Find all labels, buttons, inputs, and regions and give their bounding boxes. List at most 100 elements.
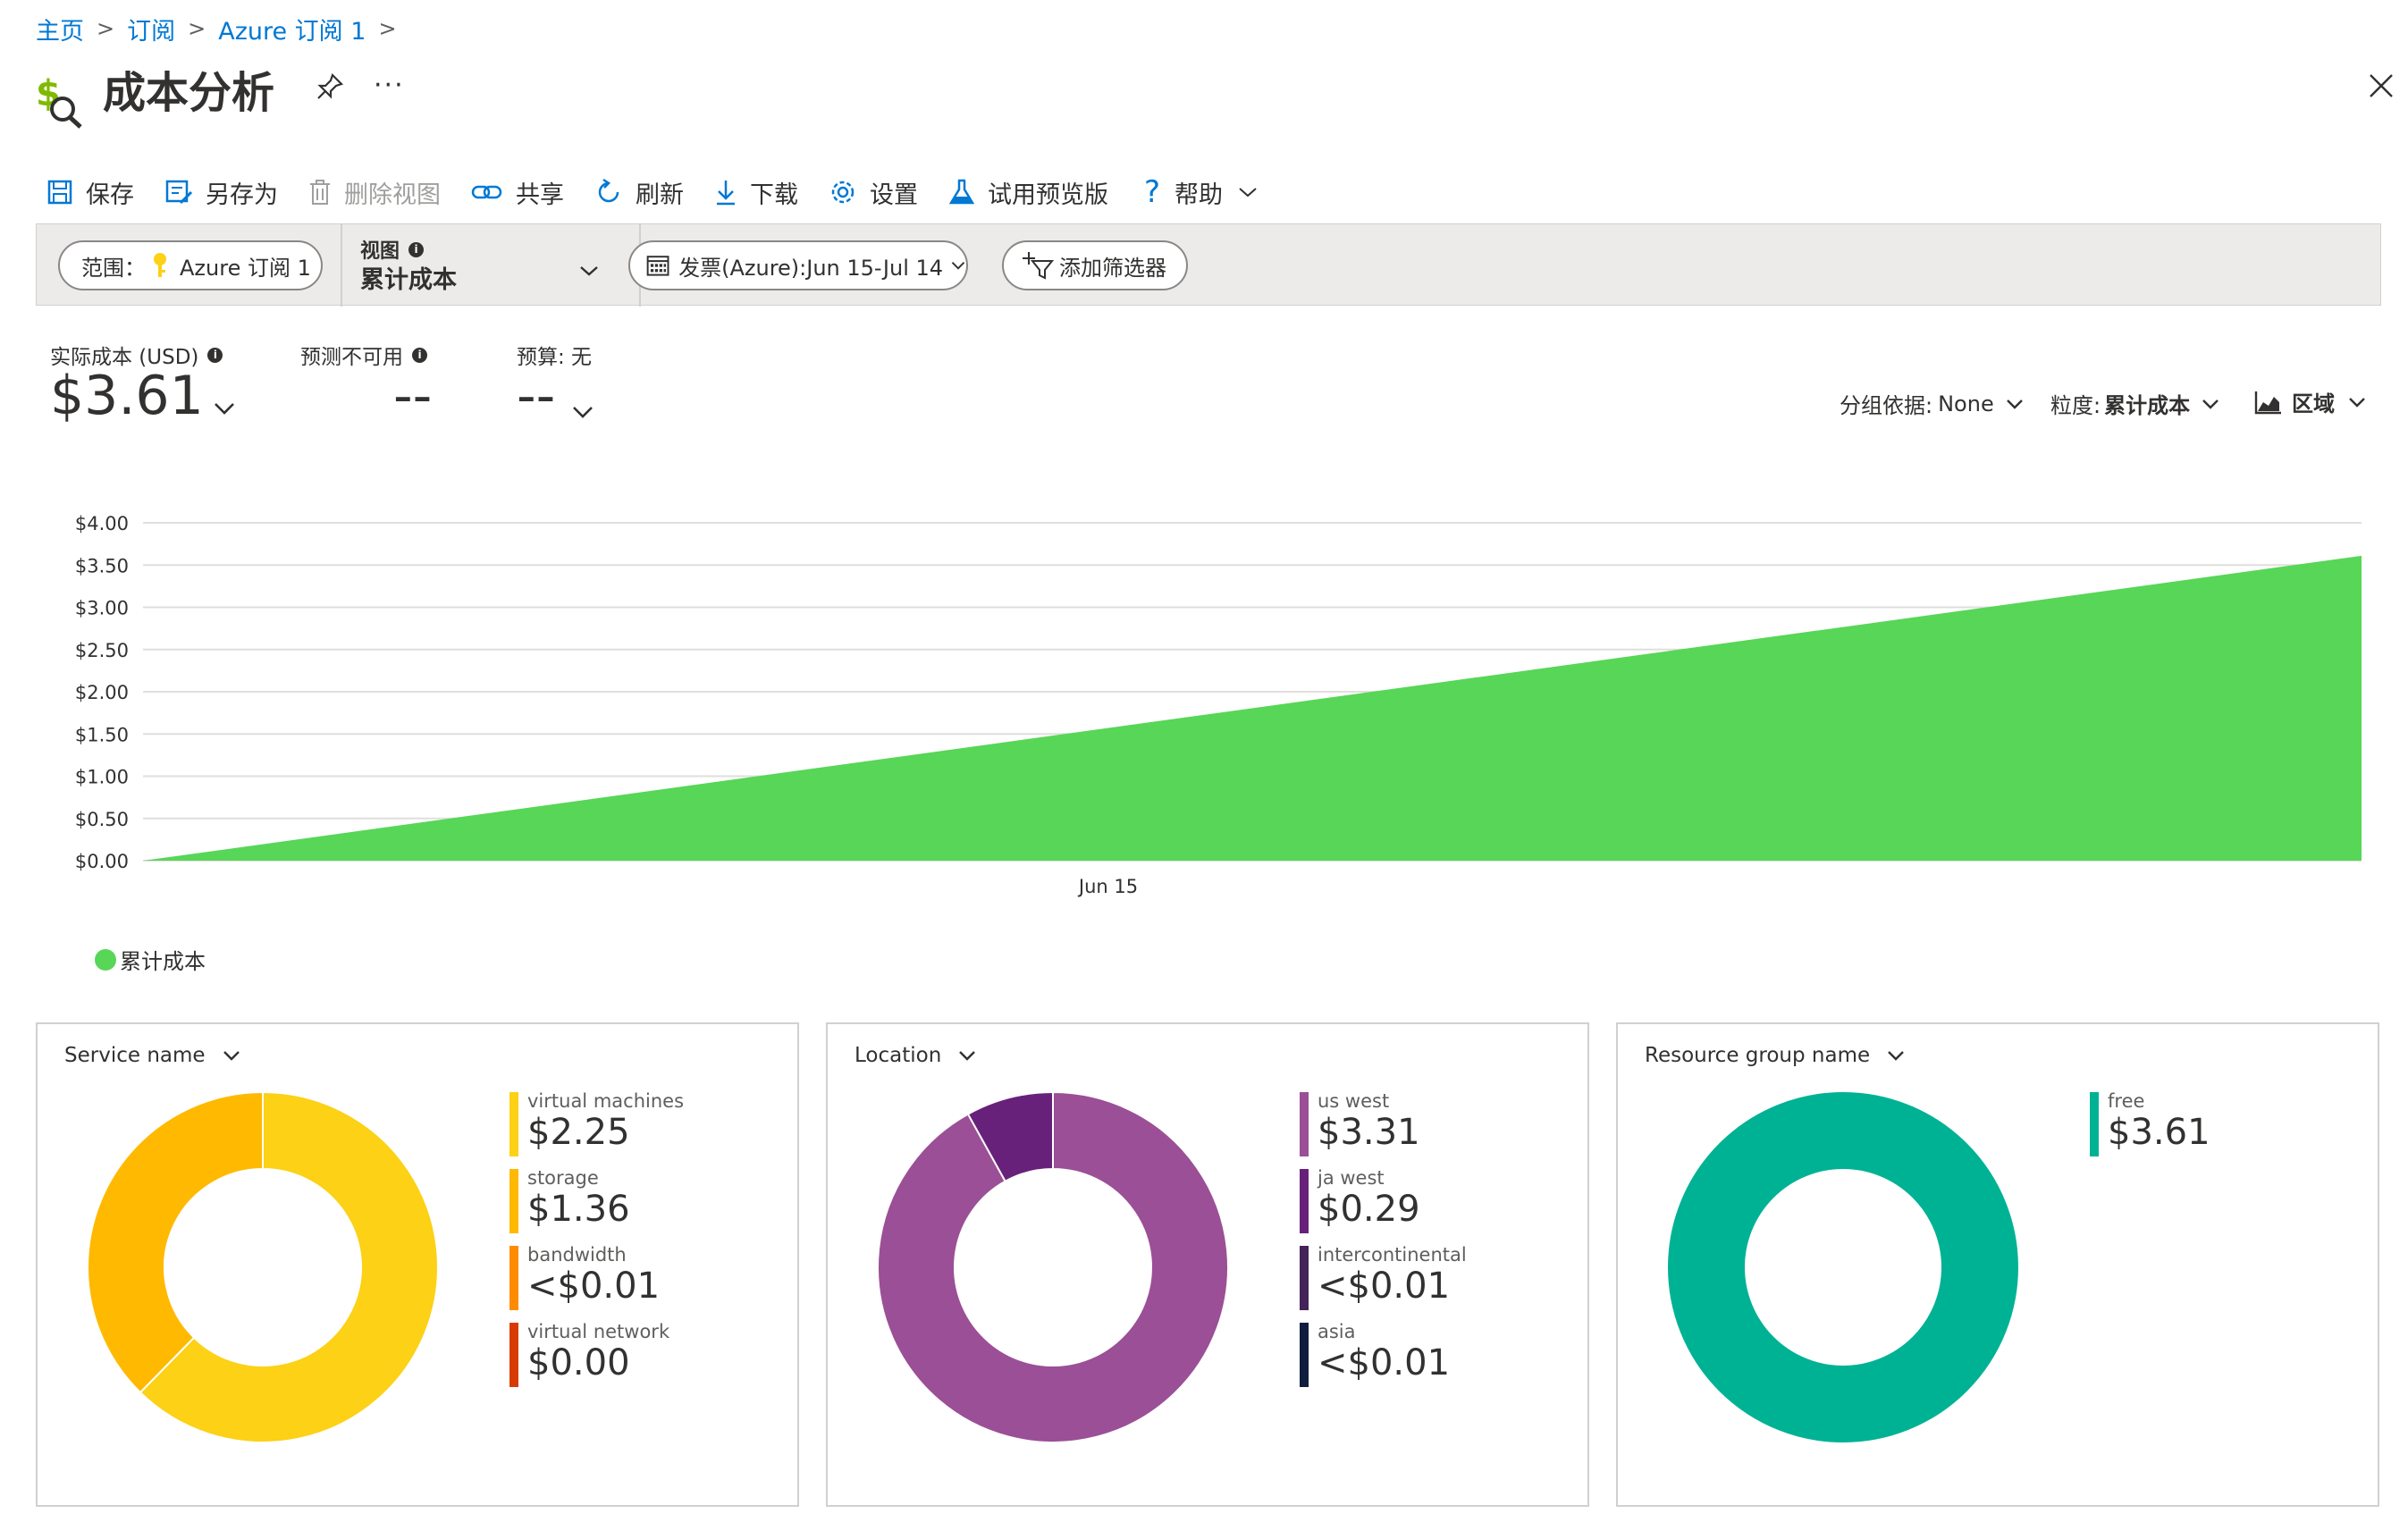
legend-item-value: <$0.01 <box>1318 1342 1451 1383</box>
area-chart-icon <box>2254 391 2281 414</box>
legend-item-name: virtual network <box>527 1321 670 1342</box>
budget-value-row[interactable]: -- <box>517 365 594 427</box>
settings-button[interactable]: 设置 <box>829 175 918 210</box>
legend-item-value: <$0.01 <box>527 1266 661 1307</box>
chart-type-dropdown[interactable]: 区域 <box>2254 386 2367 417</box>
legend-item-name: bandwidth <box>527 1244 627 1266</box>
try-preview-button[interactable]: 试用预览版 <box>948 175 1108 210</box>
view-selector[interactable]: 视图 i 累计成本 <box>341 224 641 307</box>
view-value: 累计成本 <box>360 266 457 294</box>
download-button[interactable]: 下载 <box>714 175 798 210</box>
donut-slice[interactable] <box>87 1090 264 1394</box>
actual-cost-value-row[interactable]: $3.61 <box>50 365 236 427</box>
download-icon <box>717 181 735 206</box>
legend-item-name: ja west <box>1318 1167 1385 1189</box>
chart-type-value: 区域 <box>2292 391 2335 416</box>
location-legend: us west $3.31 ja west $0.29 intercontinental… <box>1300 1090 1467 1398</box>
budget-label: 预算: 无 <box>517 346 593 369</box>
chevron-right-icon: > <box>378 16 397 41</box>
card-header-label: Location <box>855 1044 942 1067</box>
download-label: 下载 <box>750 181 798 209</box>
help-button[interactable]: ? 帮助 <box>1139 174 1271 210</box>
share-button[interactable]: 共享 <box>471 175 564 210</box>
y-tick-label: $2.50 <box>75 640 129 661</box>
donut-slice[interactable] <box>139 1090 439 1443</box>
legend-item[interactable]: storage $1.36 <box>509 1167 684 1244</box>
y-tick-label: $0.50 <box>75 809 129 830</box>
key-icon <box>154 253 166 277</box>
legend-item[interactable]: asia <$0.01 <box>1300 1321 1467 1398</box>
chevron-down-icon <box>580 266 598 276</box>
legend-item[interactable]: intercontinental <$0.01 <box>1300 1244 1467 1321</box>
legend-color-bar <box>1300 1246 1309 1310</box>
breadcrumb-subscription[interactable]: Azure 订阅 1 <box>218 17 366 46</box>
add-filter-label: 添加筛选器 <box>1059 255 1166 281</box>
granularity-dropdown[interactable]: 粒度: 累计成本 <box>2050 388 2220 419</box>
donut-slice[interactable] <box>1668 1092 2018 1442</box>
chevron-down-icon <box>1239 188 1257 198</box>
breadcrumb-subscriptions[interactable]: 订阅 <box>127 17 176 46</box>
chart-legend: 累计成本 <box>95 944 206 975</box>
delete-view-button[interactable]: 删除视图 <box>308 175 441 210</box>
legend-item[interactable]: free $3.61 <box>2090 1090 2210 1167</box>
refresh-button[interactable]: 刷新 <box>594 175 684 210</box>
y-tick-label: $1.00 <box>75 767 129 788</box>
resource-group-card: Resource group name free $3.61 <box>1616 1022 2379 1507</box>
legend-item-value: $1.36 <box>527 1189 630 1230</box>
view-label: 视图 <box>360 240 400 263</box>
date-range-pill[interactable]: 发票(Azure):Jun 15-Jul 14 <box>628 240 968 290</box>
more-options-icon[interactable]: ··· <box>374 70 405 101</box>
location-card: Location us west $3.31 ja west $0.29 interco… <box>826 1022 1589 1507</box>
legend-item-value: $0.29 <box>1318 1189 1420 1230</box>
x-tick-label: Jun 15 <box>1077 876 1138 897</box>
forecast-value: -- <box>393 365 433 427</box>
info-icon: i <box>207 347 223 363</box>
chevron-down-icon <box>573 407 594 418</box>
legend-color-bar <box>1300 1323 1309 1387</box>
breadcrumb: 主页 > 订阅 > Azure 订阅 1 > <box>36 11 409 46</box>
card-header-dropdown[interactable]: Service name <box>64 1044 241 1067</box>
granularity-value: 累计成本 <box>2104 393 2191 418</box>
save-as-label: 另存为 <box>206 181 278 209</box>
legend-item[interactable]: virtual network $0.00 <box>509 1321 684 1398</box>
legend-item[interactable]: ja west $0.29 <box>1300 1167 1467 1244</box>
breadcrumb-home[interactable]: 主页 <box>36 17 84 46</box>
legend-color-bar <box>509 1169 518 1233</box>
legend-item-value: $0.00 <box>527 1342 630 1383</box>
legend-item-name: virtual machines <box>527 1090 685 1112</box>
info-icon: i <box>408 241 425 257</box>
card-header-dropdown[interactable]: Location <box>855 1044 977 1067</box>
try-preview-label: 试用预览版 <box>988 181 1108 209</box>
service-legend: virtual machines $2.25 storage $1.36 bandwid… <box>509 1090 684 1398</box>
question-icon: ? <box>1144 174 1161 210</box>
actual-cost-value: $3.61 <box>50 365 204 427</box>
legend-item[interactable]: bandwidth <$0.01 <box>509 1244 684 1321</box>
scope-label: 范围： <box>81 255 146 281</box>
chevron-down-icon <box>223 1051 240 1061</box>
cumulative-cost-area[interactable] <box>143 555 2362 861</box>
card-header-dropdown[interactable]: Resource group name <box>1645 1044 1906 1067</box>
legend-item-name: us west <box>1318 1090 1390 1112</box>
resource-group-donut-chart <box>1668 1092 2018 1442</box>
add-filter-icon <box>1023 252 1054 280</box>
y-tick-label: $4.00 <box>75 513 129 534</box>
chevron-down-icon <box>2006 399 2023 409</box>
y-tick-label: $0.00 <box>75 851 129 872</box>
forecast-label-row: 预测不可用 i <box>300 340 427 370</box>
close-icon[interactable] <box>2367 71 2395 100</box>
scope-pill[interactable]: 范围： Azure 订阅 1 <box>58 240 323 290</box>
granularity-label: 粒度: <box>2050 393 2101 418</box>
save-button[interactable]: 保存 <box>46 175 134 210</box>
donut-slice[interactable] <box>966 1090 1054 1183</box>
delete-view-label: 删除视图 <box>344 181 441 209</box>
group-by-dropdown[interactable]: 分组依据: None <box>1840 388 2025 419</box>
legend-label[interactable]: 累计成本 <box>120 949 206 974</box>
pin-icon[interactable] <box>315 71 345 102</box>
donut-slice[interactable] <box>877 1090 1229 1443</box>
save-as-button[interactable]: 另存为 <box>164 175 278 210</box>
legend-item[interactable]: virtual machines $2.25 <box>509 1090 684 1167</box>
add-filter-button[interactable]: 添加筛选器 <box>1002 240 1188 290</box>
y-tick-label: $3.00 <box>75 598 129 619</box>
refresh-label: 刷新 <box>636 181 684 209</box>
legend-item[interactable]: us west $3.31 <box>1300 1090 1467 1167</box>
